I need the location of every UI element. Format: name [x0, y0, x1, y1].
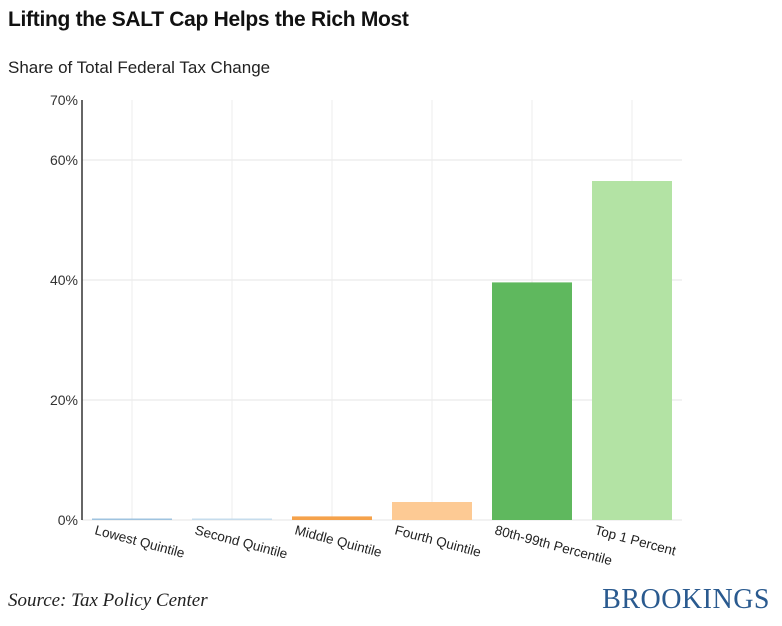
x-tick-label: Lowest Quintile [93, 522, 186, 560]
bar [92, 518, 172, 520]
bars [92, 181, 672, 520]
source-note: Source: Tax Policy Center [8, 590, 208, 611]
bar [592, 181, 672, 520]
bar-chart: 0% 20% 40% 60% 70% Lowest Quintile Second Qui… [50, 92, 682, 568]
y-tick-label: 20% [50, 392, 78, 408]
x-tick-label: Second Quintile [193, 522, 289, 561]
bar [392, 502, 472, 520]
y-axis-ticks: 0% 20% 40% 60% 70% [50, 92, 78, 528]
y-tick-label: 70% [50, 92, 78, 108]
bar [292, 516, 372, 520]
x-tick-label: Fourth Quintile [393, 522, 482, 559]
bar [192, 518, 272, 520]
brookings-logo: BROOKINGS [602, 584, 770, 615]
y-tick-label: 40% [50, 272, 78, 288]
x-axis-labels: Lowest Quintile Second Quintile Middle Qui… [93, 522, 678, 568]
chart-subtitle: Share of Total Federal Tax Change [8, 58, 271, 77]
y-tick-label: 60% [50, 152, 78, 168]
x-tick-label: Middle Quintile [293, 522, 383, 560]
chart-title: Lifting the SALT Cap Helps the Rich Most [8, 8, 409, 31]
y-tick-label: 0% [58, 512, 78, 528]
bar [492, 282, 572, 520]
